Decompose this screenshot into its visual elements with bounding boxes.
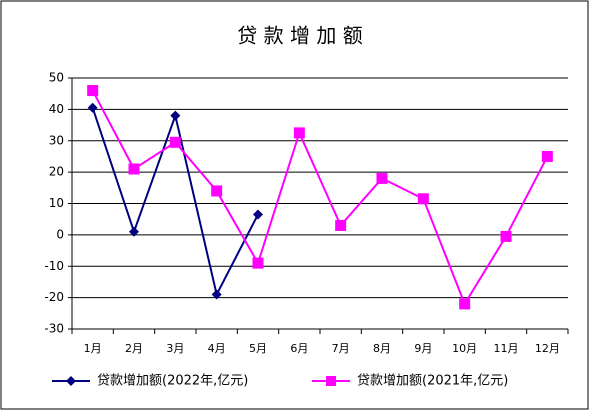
x-tick-label: 9月 [414, 342, 432, 355]
legend-label: 贷款增加额(2021年,亿元) [357, 374, 508, 389]
point [169, 136, 181, 148]
x-tick-label: 10月 [452, 342, 477, 355]
y-tick-label: -10 [44, 259, 64, 273]
x-tick-label: 1月 [84, 342, 102, 355]
x-tick-label: 5月 [249, 342, 267, 355]
point [87, 102, 98, 113]
y-tick-label: 0 [56, 227, 64, 241]
x-tick-label: 3月 [166, 342, 184, 355]
x-tick-label: 7月 [332, 342, 350, 355]
point [459, 298, 471, 310]
point [293, 127, 305, 139]
point [326, 376, 336, 386]
y-tick-label: -30 [44, 322, 64, 336]
point [253, 209, 263, 220]
point [500, 230, 512, 242]
point [129, 226, 139, 237]
x-tick-label: 11月 [494, 342, 519, 355]
x-tick-label: 8月 [373, 342, 391, 355]
x-tick-label: 6月 [290, 342, 308, 355]
y-tick-label: 40 [49, 102, 64, 116]
point [417, 193, 429, 205]
legend-label: 贷款增加额(2022年,亿元) [97, 374, 248, 389]
point [211, 185, 223, 197]
point [128, 163, 140, 175]
y-tick-label: 50 [49, 71, 64, 85]
point [211, 289, 222, 300]
point [87, 85, 99, 97]
y-tick-label: 30 [49, 133, 64, 147]
y-tick-label: 20 [49, 165, 64, 179]
x-tick-label: 4月 [208, 342, 226, 355]
y-tick-label: -20 [44, 290, 64, 304]
point [170, 110, 181, 121]
x-tick-label: 12月 [535, 342, 560, 355]
point [376, 172, 388, 184]
point [252, 257, 264, 269]
point [541, 150, 553, 162]
x-tick-label: 2月 [125, 342, 143, 355]
series-line [91, 90, 549, 307]
y-tick-label: 10 [49, 196, 64, 210]
point [66, 376, 76, 386]
chart-title: 贷 款 增 加 额 [237, 24, 362, 48]
point [335, 219, 347, 231]
